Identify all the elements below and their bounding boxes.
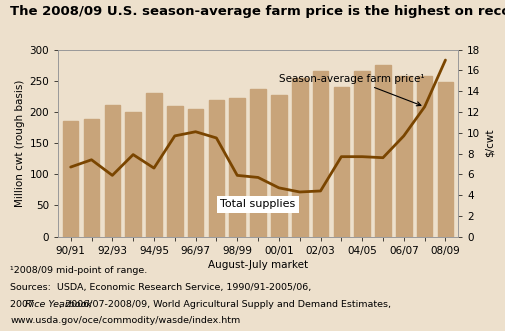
Bar (291, 78, 307, 237)
Bar (187, 109, 203, 237)
Bar (250, 89, 265, 237)
Bar (395, 76, 411, 237)
Bar (437, 82, 452, 237)
Text: Season-average farm price¹: Season-average farm price¹ (278, 74, 424, 106)
Bar (354, 71, 369, 237)
X-axis label: August-July market: August-July market (208, 260, 308, 270)
Bar (271, 95, 286, 237)
Bar (312, 71, 328, 237)
Bar (374, 65, 390, 237)
Bar (63, 121, 78, 237)
Bar (333, 87, 348, 237)
Text: ¹2008/09 mid-point of range.: ¹2008/09 mid-point of range. (10, 266, 147, 275)
Y-axis label: $/cwt: $/cwt (483, 129, 493, 158)
Y-axis label: Million cwt (rough basis): Million cwt (rough basis) (15, 79, 25, 207)
Bar (229, 98, 244, 237)
Text: Total supplies: Total supplies (220, 199, 295, 209)
Bar (105, 105, 120, 237)
Bar (416, 76, 432, 237)
Text: Sources:  USDA, Economic Research Service, 1990/91-2005/06,: Sources: USDA, Economic Research Service… (10, 283, 311, 292)
Bar (208, 100, 224, 237)
Text: www.usda.gov/oce/commodity/wasde/index.htm: www.usda.gov/oce/commodity/wasde/index.h… (10, 316, 240, 325)
Bar (83, 119, 99, 237)
Text: Rice Yearbook: Rice Yearbook (25, 300, 92, 308)
Text: 2007: 2007 (10, 300, 37, 308)
Bar (125, 112, 141, 237)
Text: The 2008/09 U.S. season-average farm price is the highest on record: The 2008/09 U.S. season-average farm pri… (10, 5, 505, 18)
Bar (146, 93, 162, 237)
Bar (167, 106, 182, 237)
Text: ; 2006/07-2008/09, World Agricultural Supply and Demand Estimates,: ; 2006/07-2008/09, World Agricultural Su… (59, 300, 390, 308)
